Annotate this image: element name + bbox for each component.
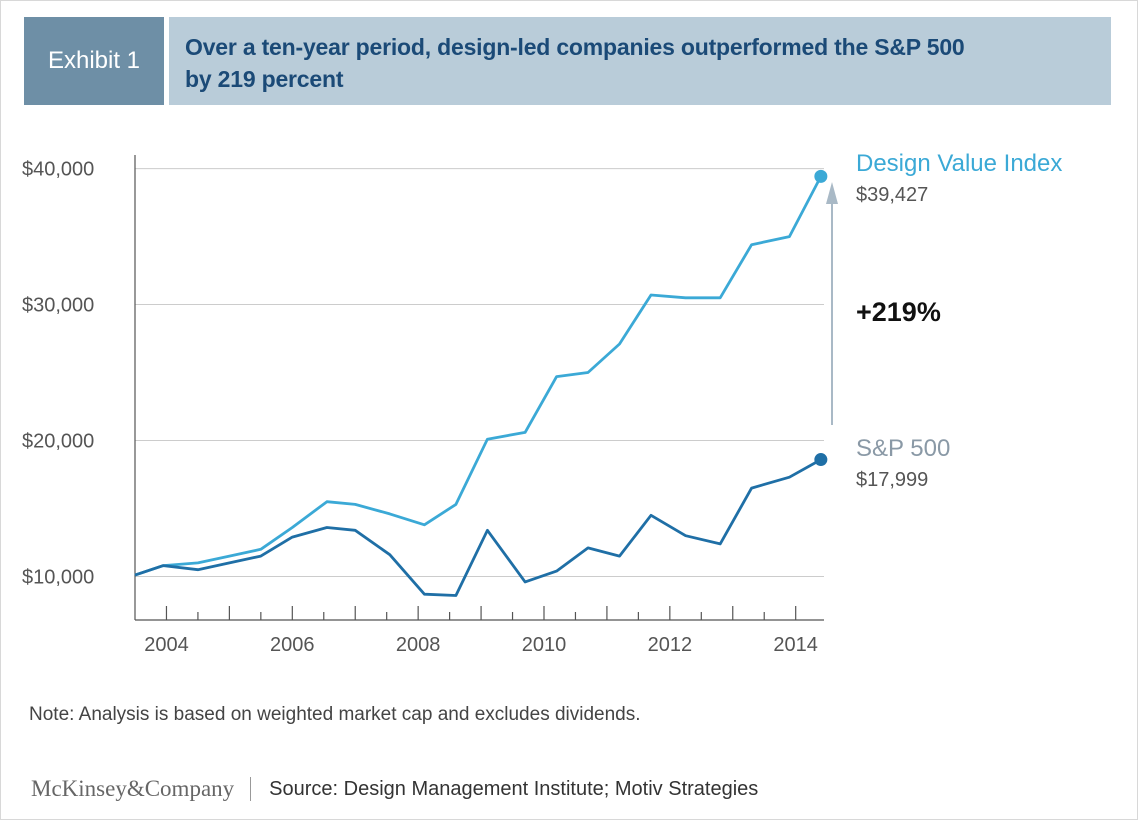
y-tick-label: $20,000 <box>22 431 94 453</box>
chart-title: Over a ten-year period, design-led compa… <box>169 17 1111 105</box>
mckinsey-logo: McKinsey&Company <box>31 776 235 801</box>
y-tick-label: $30,000 <box>22 295 94 317</box>
chart-title-line-2: by 219 percent <box>185 66 344 92</box>
sp-500-line <box>134 458 822 597</box>
x-tick-label: 2008 <box>396 634 441 656</box>
footer: McKinsey&Company Source: Design Manageme… <box>31 776 758 802</box>
x-tick-label: 2010 <box>522 634 567 656</box>
axes: $10,000 $20,000 $30,000 $40,000 2004 2006 2008… <box>22 155 824 656</box>
gridlines <box>135 168 824 577</box>
annotations: Design Value Index $39,427 S&P 500 $17,999 +… <box>826 150 1062 491</box>
design-value-index-legend-label: Design Value Index <box>856 150 1062 177</box>
x-tick-label: 2014 <box>773 634 818 656</box>
series-lines <box>134 169 828 597</box>
y-tick-label: $40,000 <box>22 159 94 181</box>
design-value-index-line <box>134 175 823 577</box>
difference-arrow-head <box>826 182 838 204</box>
x-tick-label: 2006 <box>270 634 315 656</box>
y-tick-label: $10,000 <box>22 566 94 588</box>
difference-annotation: +219% <box>856 297 941 327</box>
x-tick-label: 2004 <box>144 634 189 656</box>
source-text: Source: Design Management Institute; Mot… <box>269 777 759 800</box>
footer-divider <box>250 777 252 801</box>
chart-note: Note: Analysis is based on weighted mark… <box>29 704 641 725</box>
exhibit-label: Exhibit 1 <box>24 17 164 105</box>
sp-500-end-value: $17,999 <box>856 469 928 491</box>
sp-500-end-marker <box>814 453 828 467</box>
chart-title-line-1: Over a ten-year period, design-led compa… <box>185 34 965 60</box>
x-tick-label: 2012 <box>648 634 693 656</box>
design-value-index-end-value: $39,427 <box>856 184 928 206</box>
sp-500-legend-label: S&P 500 <box>856 435 950 462</box>
design-value-index-end-marker <box>814 169 828 183</box>
line-chart: $10,000 $20,000 $30,000 $40,000 2004 2006 2008… <box>22 150 1062 656</box>
